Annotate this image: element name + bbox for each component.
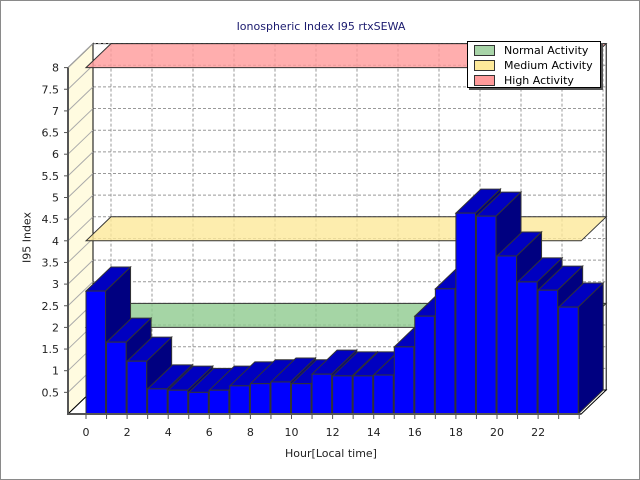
chart-title: Ionospheric Index I95 rtxSEWA xyxy=(236,20,406,33)
legend-item-normal: Normal Activity xyxy=(474,43,600,57)
legend-swatch-medium xyxy=(474,59,495,71)
y-axis-label: I95 Index xyxy=(20,211,34,264)
y-tick-label: 7 xyxy=(52,105,59,118)
left-wall-grid xyxy=(67,216,94,242)
y-tick-label: 6.5 xyxy=(42,127,60,140)
x-axis-label: Hour[Local time] xyxy=(285,447,377,460)
left-wall-grid xyxy=(67,194,94,220)
legend-label: Normal Activity xyxy=(504,43,589,57)
y-tick-label: 5 xyxy=(52,192,59,205)
left-wall-grid xyxy=(67,43,94,68)
y-tick-label: 0.5 xyxy=(42,386,60,399)
x-tick-label: 12 xyxy=(326,426,340,439)
bar-23 xyxy=(558,306,579,415)
x-tick-label: 6 xyxy=(206,426,213,439)
x-tick-label: 14 xyxy=(367,426,381,439)
y-tick-label: 7.5 xyxy=(42,83,60,96)
x-tick-label: 0 xyxy=(83,426,90,439)
x-tick-label: 16 xyxy=(408,426,422,439)
y-tick-label: 1.5 xyxy=(42,343,60,356)
bar-18 xyxy=(455,212,476,415)
bar-12 xyxy=(332,375,353,415)
x-tick-label: 18 xyxy=(449,426,463,439)
x-tick-label: 4 xyxy=(165,426,172,439)
left-wall-grid xyxy=(67,151,94,177)
bar-1 xyxy=(106,341,127,415)
legend-item-high: High Activity xyxy=(474,73,600,87)
bar-15 xyxy=(393,346,415,415)
bar-10 xyxy=(291,383,312,415)
x-tick-label: 8 xyxy=(247,426,254,439)
bar-8 xyxy=(249,383,271,415)
legend-swatch-normal xyxy=(474,44,495,56)
y-tick-label: 1 xyxy=(52,365,59,378)
legend: Normal Activity Medium Activity High Act… xyxy=(467,41,601,88)
bar-6 xyxy=(208,389,230,415)
left-wall-grid xyxy=(67,108,94,133)
bar-19 xyxy=(475,215,497,415)
bar-14 xyxy=(373,374,394,415)
legend-item-medium: Medium Activity xyxy=(474,58,600,72)
x-tick-label: 20 xyxy=(490,426,504,439)
legend-swatch-high xyxy=(474,74,495,86)
legend-label: Medium Activity xyxy=(504,58,593,72)
bar-0 xyxy=(85,290,107,415)
bar-22 xyxy=(537,289,559,415)
bar-17 xyxy=(434,288,456,415)
y-tick-label: 8 xyxy=(52,62,59,75)
x-tick-label: 10 xyxy=(285,426,299,439)
bar-4 xyxy=(167,389,189,415)
left-wall-grid xyxy=(67,281,94,307)
y-tick-label: 5.5 xyxy=(42,170,60,183)
y-tick-label: 4.5 xyxy=(42,213,60,226)
left-wall-grid xyxy=(67,259,94,285)
left-wall-grid xyxy=(67,238,94,263)
bar-11 xyxy=(311,373,333,415)
bar-9 xyxy=(270,381,292,415)
bar-20 xyxy=(496,255,518,415)
y-tick-label: 3.5 xyxy=(42,256,60,269)
x-tick-label: 22 xyxy=(531,426,545,439)
bar-16 xyxy=(414,315,435,415)
bar-3 xyxy=(147,388,168,415)
bar-21 xyxy=(517,281,538,415)
bar-5 xyxy=(188,391,209,415)
left-wall-grid xyxy=(67,86,94,112)
left-wall-grid xyxy=(67,64,94,90)
y-tick-label: 2.5 xyxy=(42,300,60,313)
y-tick-label: 3 xyxy=(52,278,59,291)
y-tick-label: 6 xyxy=(52,148,59,161)
left-wall-grid xyxy=(67,173,94,198)
x-tick-label: 2 xyxy=(124,426,131,439)
bar-7 xyxy=(229,385,250,415)
legend-label: High Activity xyxy=(504,73,574,87)
bar-2 xyxy=(126,360,148,415)
bar-13 xyxy=(352,375,374,415)
left-wall-grid xyxy=(67,129,94,155)
y-tick-label: 2 xyxy=(52,321,59,334)
y-tick-label: 4 xyxy=(52,235,59,248)
